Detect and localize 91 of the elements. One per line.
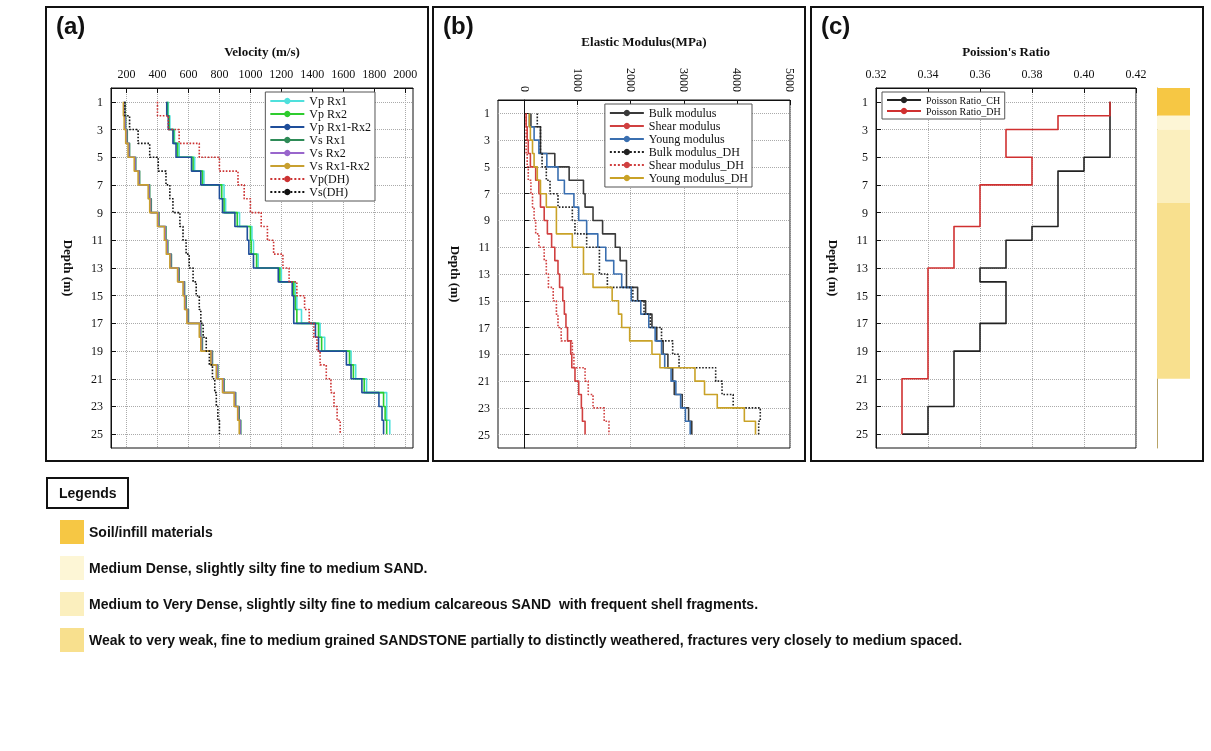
y-tick-label: 23 [856, 399, 868, 414]
y-tick-label: 17 [91, 316, 103, 331]
x-tick-label: 0.32 [865, 67, 887, 81]
y-tick-label: 7 [97, 177, 103, 192]
y-tick-label: 11 [478, 240, 490, 255]
y-tick-label: 11 [856, 233, 868, 248]
x-tick-label: 4000 [729, 68, 744, 92]
legend-label: Vs Rx2 [309, 146, 346, 160]
chart-title: (a) [56, 11, 86, 39]
y-tick-label: 17 [856, 316, 868, 331]
legend-label: Medium to Very Dense, slightly silty fine to medium calcareous SAND with frequent shell fragments. [89, 596, 759, 612]
x-tick-label: 600 [179, 67, 198, 81]
legend-label: Bulk modulus [648, 106, 717, 120]
y-tick-label: 9 [484, 213, 490, 228]
x-tick-label: 800 [210, 67, 229, 81]
x-axis-title: Velocity (m/s) [224, 44, 300, 59]
legend-label: Vp(DH) [309, 172, 350, 186]
y-tick-label: 19 [478, 347, 490, 362]
y-tick-label: 5 [97, 150, 103, 165]
x-tick-label: 1600 [331, 67, 356, 81]
y-tick-label: 25 [91, 427, 103, 442]
y-tick-label: 25 [478, 427, 490, 442]
x-tick-label: 0 [517, 86, 532, 92]
x-axis-title: Poission's Ratio [962, 44, 1050, 59]
x-tick-label: 1000 [570, 68, 585, 92]
legend-title: Legends [59, 485, 117, 501]
x-tick-label: 1400 [300, 67, 325, 81]
y-tick-label: 13 [856, 261, 868, 275]
y-axis-title: Depth (m) [826, 239, 841, 297]
x-tick-label: 1200 [269, 67, 294, 81]
y-tick-label: 5 [484, 159, 490, 174]
x-tick-label: 0.40 [1073, 67, 1095, 81]
x-tick-label: 0.36 [969, 67, 991, 81]
legend-label: Poisson Ratio_CH [926, 94, 1001, 106]
y-tick-label: 7 [862, 177, 868, 192]
y-axis-title: Depth (m) [61, 239, 76, 297]
legend-label: Vp Rx1 [309, 94, 347, 108]
y-tick-label: 15 [856, 288, 868, 303]
y-tick-label: 13 [91, 261, 103, 275]
x-tick-label: 0.34 [917, 67, 939, 81]
legend-label: Vs(DH) [309, 185, 348, 199]
y-tick-label: 9 [97, 205, 103, 220]
x-tick-label: 1000 [238, 67, 263, 81]
y-tick-label: 17 [478, 320, 490, 335]
legend-label: Medium Dense, slightly silty fine to medium SAND. [89, 560, 428, 576]
y-tick-label: 3 [97, 122, 103, 137]
y-tick-label: 21 [856, 371, 868, 386]
x-tick-label: 2000 [393, 67, 418, 81]
legend-label: Soil/infill materials [89, 524, 213, 540]
chart-title: (b) [443, 11, 474, 39]
x-tick-label: 200 [117, 67, 136, 81]
legend-label: Vp Rx1-Rx2 [309, 120, 371, 134]
legend-label: Young modulus_DH [648, 171, 749, 185]
y-tick-label: 15 [478, 293, 490, 308]
legend-label: Vs Rx1-Rx2 [309, 159, 370, 173]
y-tick-label: 19 [856, 344, 868, 359]
y-tick-label: 21 [478, 374, 490, 389]
y-tick-label: 1 [484, 106, 490, 121]
y-tick-label: 21 [91, 371, 103, 386]
x-tick-label: 1800 [362, 67, 387, 81]
y-tick-label: 7 [484, 186, 490, 201]
y-tick-label: 9 [862, 205, 868, 220]
x-tick-label: 0.38 [1021, 67, 1043, 81]
y-tick-label: 11 [91, 233, 103, 248]
legend-label: Poisson Ratio_DH [926, 105, 1001, 117]
y-tick-label: 23 [478, 400, 490, 415]
x-tick-label: 0.42 [1125, 67, 1147, 81]
legend-label: Vp Rx2 [309, 107, 347, 121]
legend-label: Vs Rx1 [309, 133, 346, 147]
x-tick-label: 5000 [783, 68, 797, 92]
y-tick-label: 13 [478, 267, 490, 281]
y-tick-label: 1 [97, 94, 103, 109]
legend-label: Weak to very weak, fine to medium grained SANDSTONE partially to distinctly weathered, fractures very closely to medium spaced. [89, 632, 963, 648]
x-tick-label: 400 [148, 67, 167, 81]
y-axis-title: Depth (m) [448, 245, 463, 303]
y-tick-label: 19 [91, 344, 103, 359]
y-tick-label: 3 [862, 122, 868, 137]
legend-label: Shear modulus [648, 119, 721, 133]
x-axis-title: Elastic Modulus(MPa) [581, 34, 707, 49]
x-tick-label: 2000 [623, 68, 638, 92]
legend-label: Shear modulus_DH [648, 158, 745, 172]
y-tick-label: 1 [862, 94, 868, 109]
y-tick-label: 3 [484, 133, 490, 148]
y-tick-label: 5 [862, 150, 868, 165]
y-tick-label: 25 [856, 427, 868, 442]
y-tick-label: 23 [91, 399, 103, 414]
legend-label: Bulk modulus_DH [648, 145, 741, 159]
chart-title: (c) [821, 11, 851, 39]
legend-label: Young modulus [648, 132, 725, 146]
y-tick-label: 15 [91, 288, 103, 303]
x-tick-label: 3000 [676, 68, 691, 92]
